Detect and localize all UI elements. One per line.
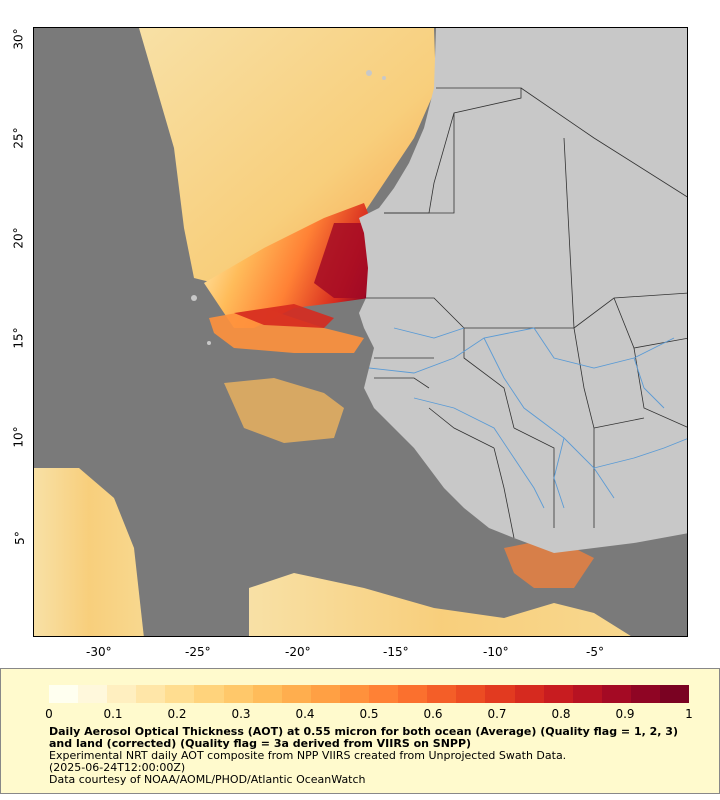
colorbar-cell — [427, 685, 457, 703]
colorbar-cell — [398, 685, 428, 703]
x-tick-label: -15° — [383, 645, 409, 659]
colorbar-cell — [252, 685, 282, 703]
legend-title: Daily Aerosol Optical Thickness (AOT) at… — [49, 725, 678, 750]
x-tick-label: -10° — [483, 645, 509, 659]
colorbar-cell — [49, 685, 79, 703]
colorbar-cell — [310, 685, 340, 703]
colorbar-cell — [78, 685, 108, 703]
island — [366, 70, 372, 76]
legend-credit: Data courtesy of NOAA/AOML/PHOD/Atlantic… — [49, 773, 366, 786]
colorbar-tick: 0.9 — [615, 707, 635, 721]
colorbar-tick: 0.2 — [167, 707, 187, 721]
colorbar-cell — [543, 685, 573, 703]
colorbar-tick: 0 — [45, 707, 53, 721]
colorbar-cell — [223, 685, 253, 703]
colorbar-tick: 0.1 — [103, 707, 123, 721]
y-tick-label: 5° — [12, 531, 27, 545]
colorbar-cell — [659, 685, 690, 703]
colorbar-cell — [136, 685, 166, 703]
island — [207, 341, 211, 345]
y-tick-label: 30° — [11, 28, 26, 50]
map-panel — [33, 27, 688, 637]
y-tick-label: 25° — [11, 127, 26, 149]
colorbar-cell — [485, 685, 515, 703]
x-tick-label: -5° — [586, 645, 604, 659]
x-tick-label: -30° — [86, 645, 112, 659]
colorbar — [49, 685, 690, 703]
colorbar-cell — [514, 685, 544, 703]
colorbar-tick: 0.5 — [359, 707, 379, 721]
legend-panel: 0 0.1 0.2 0.3 0.4 0.5 0.6 0.7 0.8 0.9 1 … — [0, 668, 720, 794]
colorbar-cell — [281, 685, 311, 703]
colorbar-cell — [601, 685, 631, 703]
x-tick-label: -20° — [285, 645, 311, 659]
aot-map — [34, 28, 687, 636]
colorbar-tick: 0.8 — [551, 707, 571, 721]
colorbar-cell — [339, 685, 370, 703]
aerosol-south-right — [249, 573, 631, 636]
legend-date: (2025-06-24T12:00:00Z) — [49, 761, 186, 774]
colorbar-tick: 0.4 — [295, 707, 315, 721]
colorbar-cell — [630, 685, 660, 703]
colorbar-cell — [165, 685, 195, 703]
aerosol-north-swath — [139, 28, 436, 288]
aerosol-tongue — [209, 308, 364, 353]
legend-text: Daily Aerosol Optical Thickness (AOT) at… — [49, 726, 689, 786]
rivers — [368, 327, 687, 509]
y-tick-label: 10° — [11, 426, 26, 448]
island — [382, 76, 386, 80]
colorbar-tick: 0.3 — [231, 707, 251, 721]
x-tick-label: -25° — [185, 645, 211, 659]
aerosol-tongue-red — [234, 304, 334, 328]
aerosol-south-left — [34, 468, 144, 636]
colorbar-cell — [369, 685, 399, 703]
island — [191, 295, 197, 301]
colorbar-cell — [194, 685, 224, 703]
colorbar-tick: 1 — [685, 707, 693, 721]
aerosol-plume-core — [314, 223, 370, 298]
colorbar-cell — [572, 685, 602, 703]
colorbar-tick: 0.7 — [487, 707, 507, 721]
colorbar-cell — [107, 685, 137, 703]
legend-source: Experimental NRT daily AOT composite fro… — [49, 749, 567, 762]
colorbar-tick: 0.6 — [423, 707, 443, 721]
y-tick-label: 20° — [11, 227, 26, 249]
aerosol-patch-mid — [224, 378, 344, 443]
colorbar-cell — [456, 685, 486, 703]
y-tick-label: 15° — [11, 327, 26, 349]
